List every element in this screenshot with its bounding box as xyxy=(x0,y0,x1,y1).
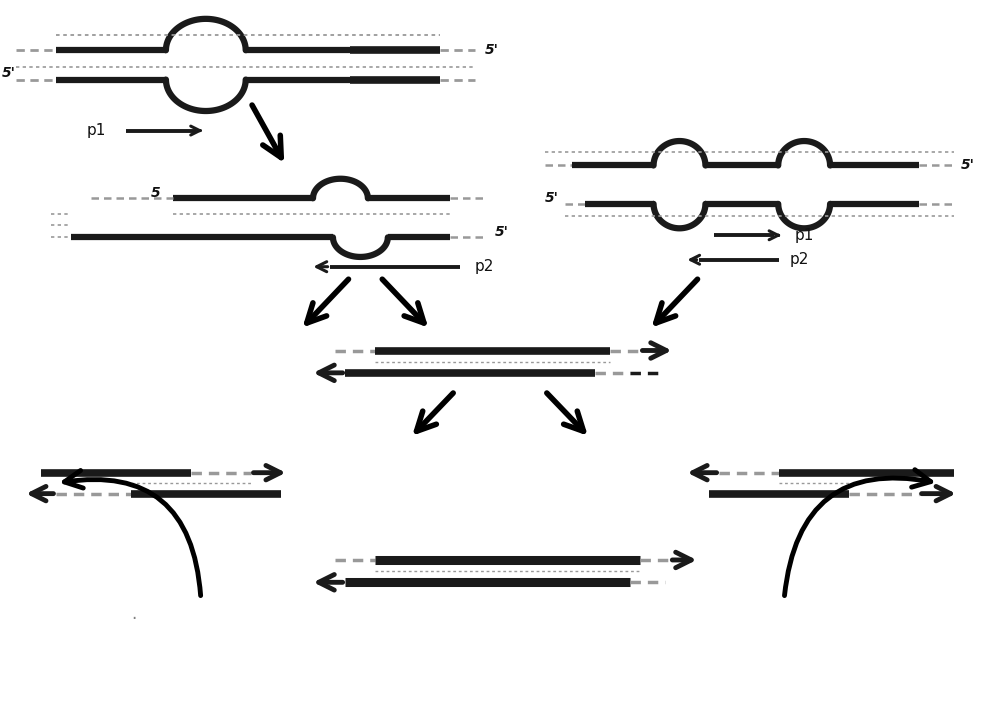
Text: p1: p1 xyxy=(86,123,106,138)
Text: 5': 5' xyxy=(495,225,509,239)
Text: 5': 5' xyxy=(961,158,975,172)
Text: p2: p2 xyxy=(475,259,494,274)
Text: 5': 5' xyxy=(1,66,15,80)
Text: 5': 5' xyxy=(545,191,559,205)
Text: 5': 5' xyxy=(485,43,499,57)
Text: ·: · xyxy=(131,611,136,628)
Text: p2: p2 xyxy=(789,252,809,267)
Text: 5: 5 xyxy=(151,186,161,200)
Text: p1: p1 xyxy=(794,228,814,243)
